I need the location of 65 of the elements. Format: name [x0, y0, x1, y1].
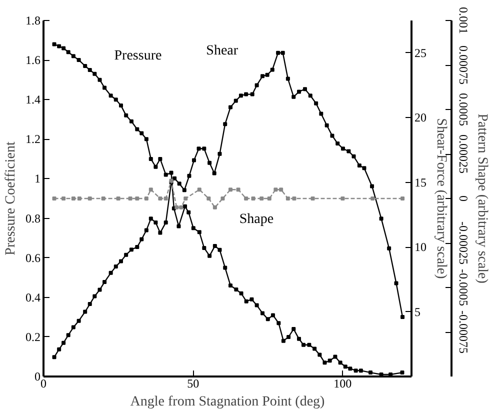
point [197, 188, 202, 192]
point [310, 196, 315, 200]
y-tick-label: 0.2 [26, 330, 40, 344]
point [71, 196, 76, 200]
point [128, 196, 132, 200]
point [267, 196, 272, 200]
point [220, 196, 225, 200]
y2-tick-label: 15 [414, 175, 426, 190]
point [174, 205, 179, 210]
y3-tick-label: 0.00025 [456, 134, 470, 174]
point [251, 196, 256, 200]
point [260, 196, 264, 200]
y2-tick-label: 10 [414, 240, 426, 254]
point [88, 196, 92, 200]
point [279, 188, 284, 192]
y3-tick-label: 0.00075 [456, 46, 470, 84]
point [164, 196, 168, 200]
x-tick-label: 50 [187, 376, 200, 390]
y3-tick-label: 0 [456, 196, 470, 202]
point [212, 205, 217, 210]
y3-tick-label: 0.0005 [456, 93, 470, 126]
point [292, 196, 296, 200]
point [148, 188, 153, 192]
y-tick-label: 1.6 [26, 53, 40, 68]
text: Shear [206, 43, 238, 58]
point [340, 196, 345, 200]
point [158, 196, 162, 200]
y-axis-title: Pressure Coefficient [4, 142, 18, 256]
point [400, 196, 405, 200]
point [370, 196, 375, 200]
y3-tick-label: -0.00025 [456, 222, 470, 264]
y2-tick-label: 25 [414, 46, 426, 60]
point [135, 196, 140, 200]
y-tick-label: 0.8 [26, 211, 40, 226]
point [244, 196, 248, 200]
y2-tick-label: 5 [414, 304, 420, 319]
y-tick-label: 1 [34, 172, 40, 186]
point [116, 196, 120, 200]
y3-axis-title: Pattern Shape (arbitrary scale) [474, 114, 490, 284]
point [101, 196, 106, 200]
point [286, 196, 290, 200]
series-label: Shape [239, 212, 274, 228]
x-axis-title: Angle from Stagnation Point (deg) [130, 394, 326, 410]
y3-tick-label: -0.00075 [456, 310, 470, 354]
y2-axis-title: Shear-Force (arbitrary scale) [434, 118, 448, 280]
point [77, 196, 82, 200]
x-tick-label: 100 [334, 376, 352, 390]
y-tick-label: 0.4 [26, 290, 40, 304]
series-label: Pressure [114, 48, 162, 64]
y-tick-label: 0.6 [26, 250, 40, 265]
y3-tick-label: 0.001 [456, 7, 470, 34]
point [184, 196, 188, 200]
y3-tick-label: -0.0005 [456, 269, 470, 306]
y-tick-label: 1.2 [26, 132, 40, 146]
point [274, 188, 278, 192]
point [228, 188, 232, 192]
y2-tick-label: 20 [414, 110, 426, 125]
point [179, 205, 184, 210]
point [62, 196, 66, 200]
point [236, 188, 240, 192]
point [52, 196, 56, 200]
y-tick-label: 1.8 [26, 14, 40, 28]
y-tick-label: 1.4 [26, 92, 40, 107]
point [206, 196, 211, 200]
point [144, 196, 148, 200]
